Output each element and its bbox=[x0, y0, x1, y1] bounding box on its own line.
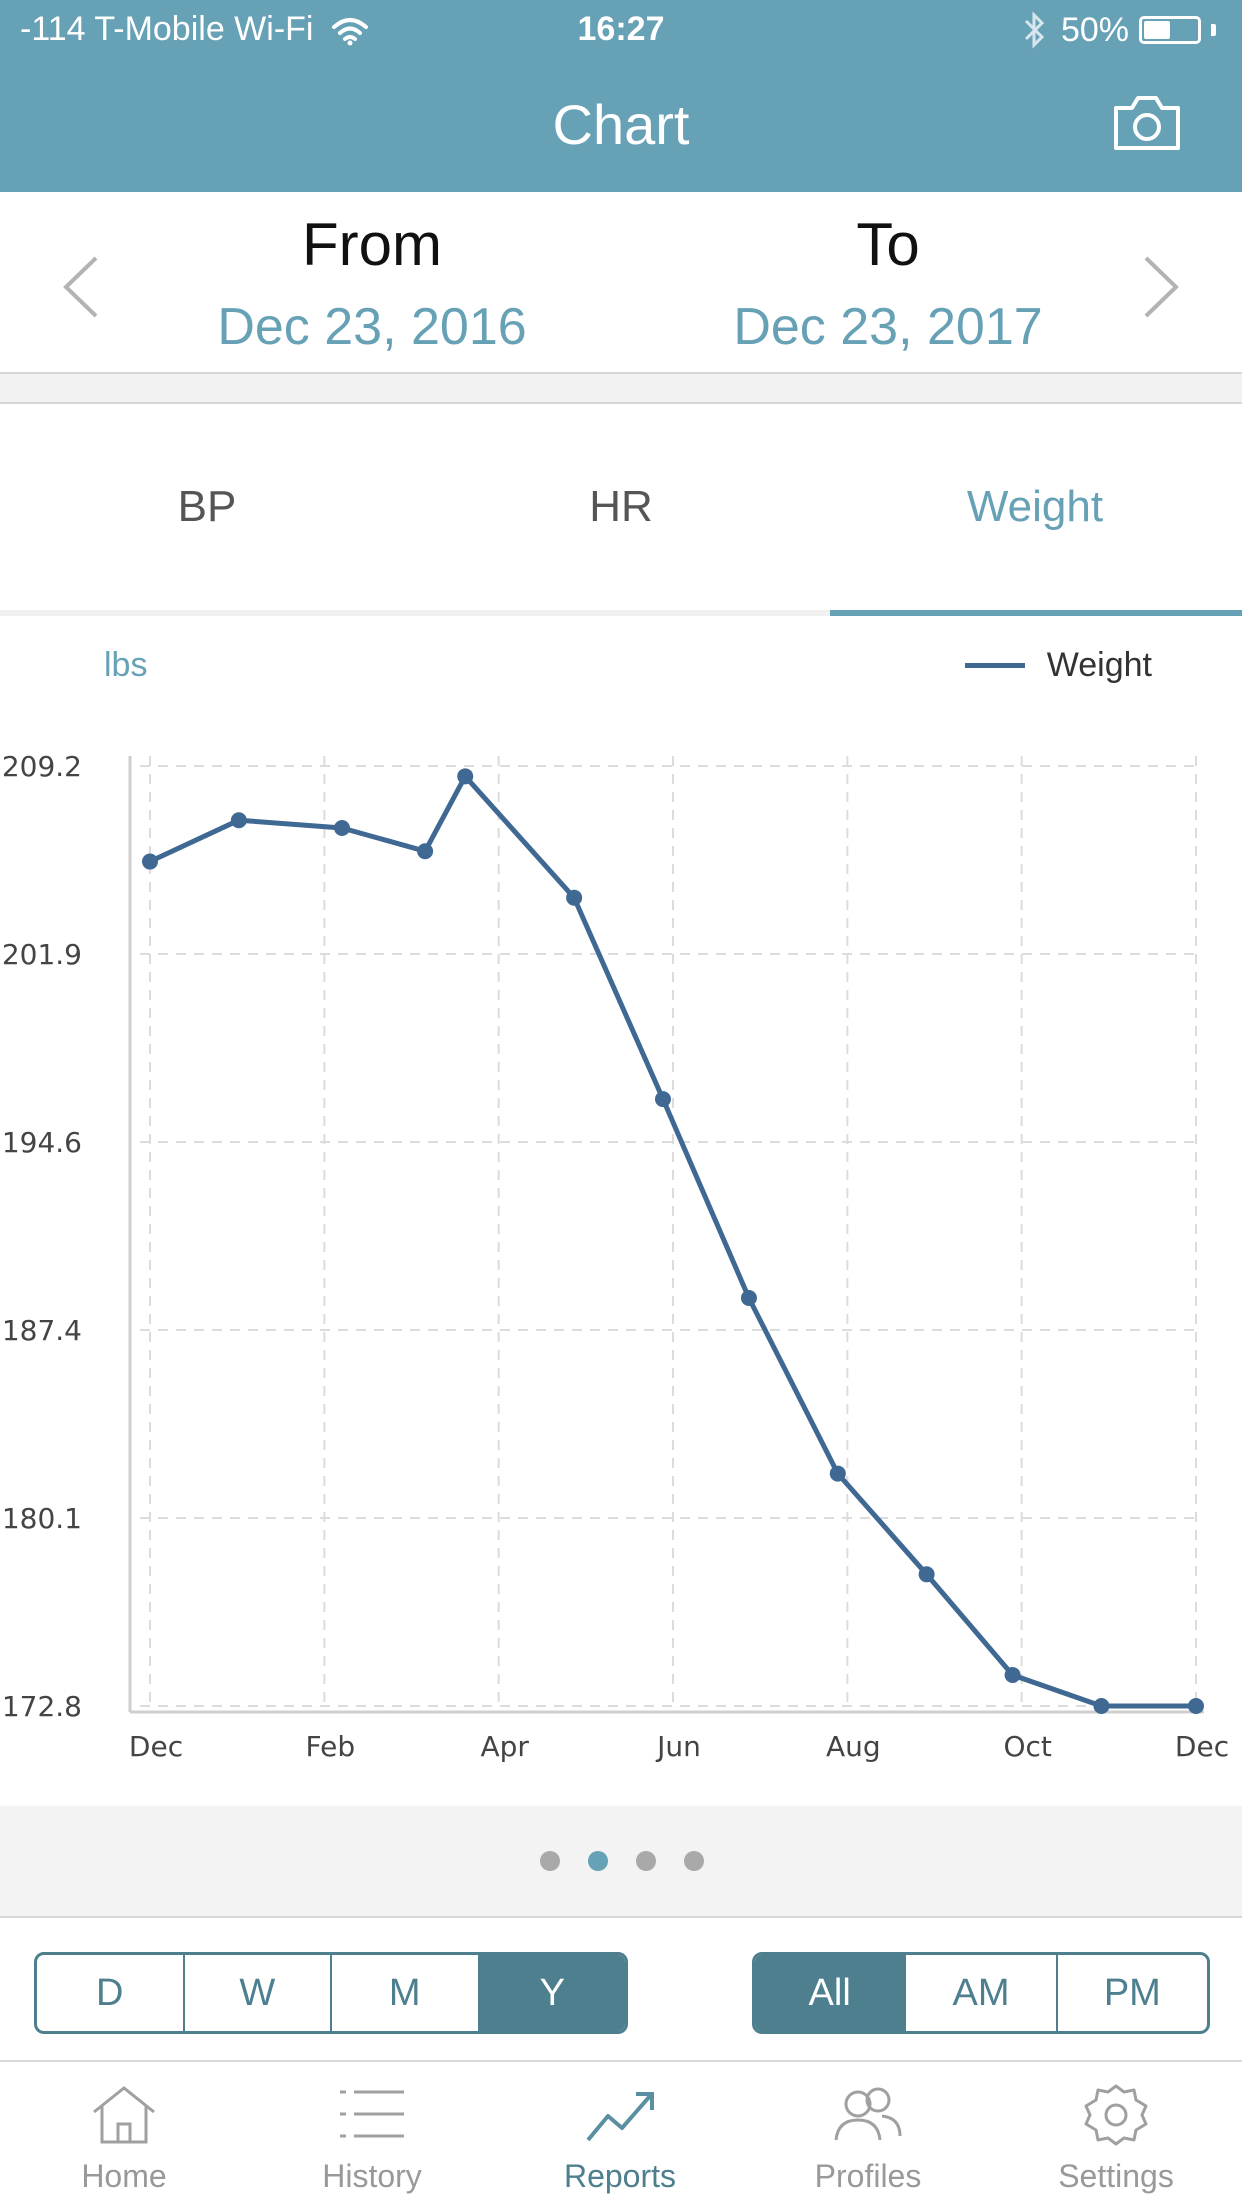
tab-track bbox=[0, 610, 1242, 616]
filter-controls: D W M Y All AM PM bbox=[0, 1918, 1242, 2062]
data-point bbox=[334, 819, 351, 836]
x-tick-label: Feb bbox=[306, 1730, 356, 1763]
period-month-button[interactable]: M bbox=[330, 1955, 478, 2031]
y-tick-label: 194.6 bbox=[2, 1126, 82, 1159]
chevron-right-icon[interactable] bbox=[1136, 252, 1186, 322]
data-point bbox=[417, 843, 434, 860]
data-point bbox=[654, 1091, 671, 1108]
gear-icon bbox=[1084, 2084, 1148, 2146]
x-tick-label: Apr bbox=[480, 1730, 529, 1763]
x-tick-label: Oct bbox=[1003, 1730, 1051, 1763]
tab-indicator bbox=[830, 610, 1242, 616]
data-point bbox=[1093, 1698, 1110, 1714]
data-point bbox=[918, 1566, 935, 1583]
tab-bar-profiles[interactable]: Profiles bbox=[744, 2062, 992, 2208]
metric-tabs: BP HR Weight bbox=[0, 404, 1242, 616]
data-point bbox=[740, 1289, 757, 1306]
period-day-button[interactable]: D bbox=[96, 1971, 124, 2014]
to-label: To bbox=[856, 211, 920, 278]
page-dot-1[interactable] bbox=[540, 1851, 560, 1871]
chevron-left-icon[interactable] bbox=[56, 252, 106, 322]
x-tick-label: Dec bbox=[129, 1730, 183, 1763]
y-tick-label: 209.2 bbox=[2, 750, 82, 783]
home-icon bbox=[93, 2086, 155, 2144]
tab-bp[interactable]: BP bbox=[177, 482, 237, 531]
page-title: Chart bbox=[552, 93, 690, 156]
data-point bbox=[829, 1465, 846, 1482]
data-point bbox=[1188, 1698, 1204, 1714]
people-icon bbox=[834, 2087, 902, 2141]
trend-icon bbox=[586, 2092, 654, 2142]
legend-label: Weight bbox=[1046, 646, 1152, 684]
legend-swatch bbox=[964, 663, 1025, 668]
time-pm-button[interactable]: PM bbox=[1055, 1955, 1207, 2031]
period-week-button[interactable]: W bbox=[182, 1955, 331, 2031]
to-value: Dec 23, 2017 bbox=[733, 298, 1043, 356]
x-tick-label: Dec bbox=[1175, 1730, 1229, 1763]
tab-bar-reports-label: Reports bbox=[563, 2158, 677, 2194]
tab-bar-settings[interactable]: Settings bbox=[992, 2062, 1240, 2208]
page-dot-4[interactable] bbox=[684, 1851, 704, 1871]
tab-bar-profiles-label: Profiles bbox=[814, 2158, 922, 2194]
section-divider bbox=[0, 374, 1242, 404]
x-tick-label: Aug bbox=[826, 1730, 881, 1763]
time-segmented-control: All AM PM bbox=[752, 1952, 1210, 2034]
data-point bbox=[230, 812, 247, 829]
from-date[interactable]: From Dec 23, 2016 bbox=[172, 210, 572, 357]
page-indicator bbox=[0, 1806, 1242, 1918]
page-dot-2[interactable] bbox=[588, 1851, 608, 1871]
period-year-button[interactable]: Y bbox=[477, 1955, 625, 2031]
unit-label: lbs bbox=[104, 646, 148, 684]
bluetooth-icon bbox=[1024, 11, 1045, 49]
battery-cap bbox=[1211, 24, 1216, 36]
time-am-button[interactable]: AM bbox=[904, 1955, 1055, 2031]
data-point bbox=[142, 853, 158, 870]
wifi-icon bbox=[331, 18, 368, 46]
date-range-bar: From Dec 23, 2016 To Dec 23, 2017 bbox=[0, 192, 1242, 374]
tab-bar-home-label: Home bbox=[81, 2158, 167, 2194]
from-label: From bbox=[302, 211, 442, 278]
time-all-button[interactable]: All bbox=[755, 1955, 905, 2031]
bottom-tab-bar: Home History Reports Profiles bbox=[0, 2062, 1242, 2208]
tab-hr[interactable]: HR bbox=[589, 482, 653, 531]
x-tick-label: Jun bbox=[655, 1730, 701, 1763]
battery-percent: 50% bbox=[1060, 10, 1129, 49]
data-point bbox=[1004, 1667, 1021, 1684]
line-plot: 209.2 201.9 194.6 187.4 180.1 172.8 Dec Feb Apr J… bbox=[2, 750, 1229, 1763]
app-header: -114 T-Mobile Wi-Fi 16:27 50% Chart bbox=[0, 0, 1242, 192]
tab-bar-history-label: History bbox=[322, 2158, 422, 2194]
tab-bar-settings-label: Settings bbox=[1058, 2158, 1174, 2194]
data-point bbox=[457, 768, 474, 785]
y-tick-label: 187.4 bbox=[2, 1314, 82, 1347]
y-tick-label: 172.8 bbox=[2, 1690, 82, 1723]
carrier-label: -114 T-Mobile Wi-Fi bbox=[20, 10, 369, 49]
y-tick-label: 180.1 bbox=[2, 1502, 82, 1535]
tab-bar-reports[interactable]: Reports bbox=[496, 2062, 744, 2208]
list-icon bbox=[340, 2090, 404, 2138]
data-point bbox=[566, 889, 583, 906]
battery-icon bbox=[1139, 16, 1201, 44]
tab-bar-history[interactable]: History bbox=[248, 2062, 496, 2208]
tab-bar-home[interactable]: Home bbox=[0, 2062, 248, 2208]
from-value: Dec 23, 2016 bbox=[217, 298, 527, 356]
chart-legend: Weight bbox=[964, 646, 1152, 685]
page-dot-3[interactable] bbox=[636, 1851, 656, 1871]
camera-icon[interactable] bbox=[1110, 90, 1184, 154]
period-segmented-control: D W M Y bbox=[34, 1952, 628, 2034]
y-tick-label: 201.9 bbox=[2, 938, 82, 971]
to-date[interactable]: To Dec 23, 2017 bbox=[688, 210, 1088, 357]
weight-chart: lbs Weight 209.2 201.9 194.6 187.4 180.1 172.… bbox=[0, 616, 1242, 1806]
tab-weight[interactable]: Weight bbox=[966, 482, 1104, 531]
status-right: 50% bbox=[1017, 10, 1216, 50]
